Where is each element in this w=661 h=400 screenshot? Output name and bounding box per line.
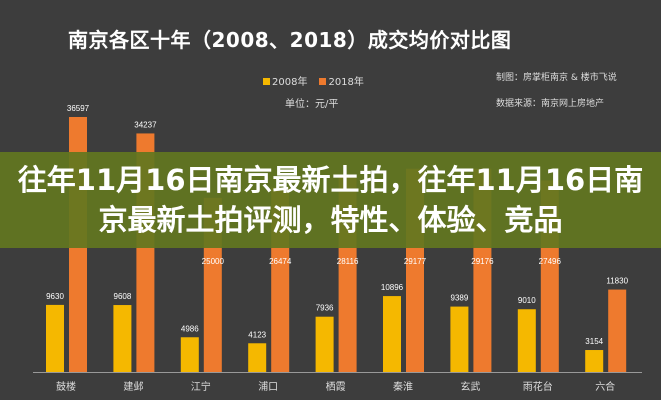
data-label: 26474 [269, 257, 292, 266]
x-tick-label: 六合 [595, 380, 615, 393]
bar-2008 [180, 337, 199, 372]
legend-item-2008: 2008年 [263, 73, 307, 88]
x-tick-label: 雨花台 [523, 380, 553, 393]
data-label: 9389 [451, 294, 469, 303]
title-banner: 往年11月16日南京最新土拍，往年11月16日南京最新土拍评测，特性、体验、竞品 [0, 152, 661, 248]
data-label: 25000 [202, 257, 225, 266]
x-tick-label: 建邺 [123, 380, 143, 393]
x-tick-label: 秦淮 [393, 380, 413, 393]
x-tick-label: 玄武 [460, 380, 480, 393]
legend-label: 2018年 [328, 77, 364, 88]
data-label: 36597 [67, 104, 90, 113]
source-note: 数据来源：南京网上房地产 [496, 99, 605, 109]
data-label: 11830 [606, 277, 628, 286]
bar-2008 [248, 343, 267, 372]
legend-item-2018: 2018年 [319, 73, 364, 88]
x-tick-label: 鼓楼 [56, 380, 76, 393]
x-tick-label: 栖霞 [326, 380, 346, 393]
data-label: 4123 [248, 330, 266, 339]
data-label: 9630 [46, 292, 64, 301]
bar-2008 [450, 306, 469, 372]
legend: 2008年 2018年 [263, 73, 364, 88]
bar-2008 [585, 350, 604, 372]
data-label: 10896 [381, 283, 404, 292]
data-label: 28116 [337, 257, 359, 266]
data-label: 3154 [585, 337, 603, 346]
bar-2018 [608, 289, 627, 372]
unit-label: 单位：元/平 [285, 99, 339, 110]
data-label: 7936 [316, 304, 334, 313]
x-tick-label: 浦口 [258, 380, 278, 393]
legend-swatch [319, 78, 327, 85]
data-label: 9608 [114, 292, 132, 301]
banner-text: 往年11月16日南京最新土拍，往年11月16日南京最新土拍评测，特性、体验、竞品 [17, 163, 644, 237]
legend-swatch [263, 78, 270, 85]
bar-2008 [517, 309, 536, 372]
data-label: 4986 [181, 324, 199, 333]
data-label: 34237 [134, 120, 157, 129]
data-label: 27496 [539, 257, 562, 266]
bar-2008 [315, 316, 334, 372]
data-label: 29176 [471, 257, 494, 266]
data-label: 9010 [518, 296, 536, 305]
x-tick-label: 江宁 [191, 380, 211, 393]
chart-title: 南京各区十年（2008、2018）成交均价对比图 [68, 28, 512, 52]
bar-2008 [46, 304, 64, 372]
bar-2008 [113, 305, 132, 372]
bar-2008 [383, 296, 401, 372]
legend-label: 2008年 [272, 77, 308, 88]
data-label: 29177 [404, 257, 427, 266]
credit-note: 制图：房掌柜南京 & 楼市飞说 [496, 73, 617, 83]
